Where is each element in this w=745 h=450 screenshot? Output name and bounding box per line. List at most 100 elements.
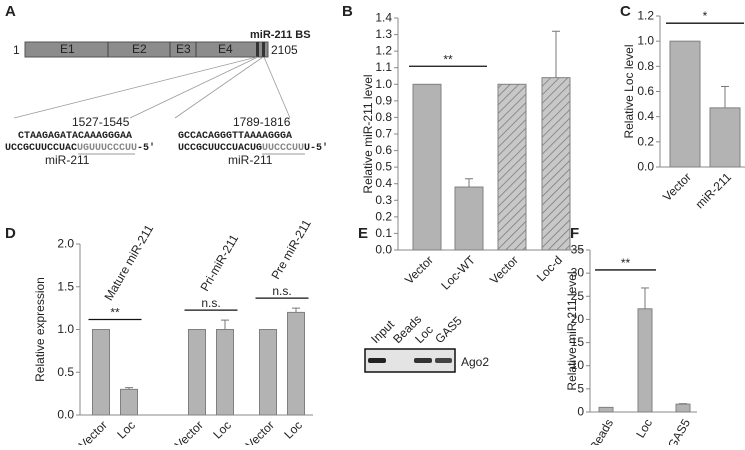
y-tick-label: 1.4	[375, 11, 392, 25]
x-tick-label: Vector	[243, 418, 277, 445]
site-position: 1527-1545	[72, 115, 130, 129]
bar	[709, 107, 741, 168]
bar	[454, 186, 484, 251]
y-tick-label: 0.6	[375, 143, 392, 157]
seq-part: UGUUUCCCUU	[77, 143, 137, 154]
bar	[669, 40, 701, 168]
bar	[598, 406, 614, 413]
y-tick-label: 15	[571, 335, 585, 349]
y-tick-label: 0.1	[375, 226, 392, 240]
bar	[120, 388, 138, 416]
y-axis-label: Relative miR-211 level	[565, 271, 579, 390]
bar	[637, 308, 653, 413]
y-tick-label: 1.3	[375, 27, 392, 41]
x-tick-label: miR-211	[693, 170, 735, 212]
y-axis-label: Relative miR-211 level	[361, 74, 375, 193]
y-tick-label: 2.0	[57, 237, 74, 251]
blot-band	[414, 358, 432, 363]
significance-label: **	[443, 52, 453, 66]
y-axis-label: Relative Loc level	[622, 44, 636, 138]
y-tick-label: 0.3	[375, 193, 392, 207]
x-tick-label: Vector	[76, 418, 110, 445]
panel-label: C	[620, 3, 631, 20]
exon-label: E3	[176, 42, 191, 56]
y-tick-label: 1.1	[375, 60, 392, 74]
y-tick-label: 30	[571, 266, 585, 280]
x-tick-label: Beads	[587, 417, 616, 446]
panel-a: A miR-211 BS 1 2105 E1 E2 E3 E4 1527-154…	[5, 3, 328, 167]
y-tick-label: 0.4	[637, 109, 654, 123]
y-tick-label: 0.8	[637, 59, 654, 73]
y-tick-label: 10	[571, 358, 585, 372]
bar	[216, 329, 234, 416]
y-tick-label: 0.4	[375, 176, 392, 190]
blot-band	[435, 358, 452, 363]
x-tick-label: Loc-d	[534, 253, 565, 284]
significance-label: *	[703, 9, 708, 23]
blot-band	[368, 358, 386, 363]
y-tick-label: 0.8	[375, 110, 392, 124]
x-tick-label: Loc	[210, 418, 234, 442]
bar	[287, 311, 305, 416]
y-tick-label: 1.0	[57, 322, 74, 336]
mirna-seq: UCCGCUUCCUACUGUUCCCUUU-5′	[178, 142, 328, 154]
x-tick-label: Loc	[633, 417, 655, 441]
binding-site	[256, 42, 259, 57]
x-tick-label: Vector	[402, 253, 436, 287]
bar	[92, 329, 110, 416]
panel-label: A	[5, 3, 16, 20]
y-tick-label: 0.6	[637, 84, 654, 98]
x-tick-label: GAS5	[665, 416, 693, 445]
y-tick-label: 0.7	[375, 127, 392, 141]
bar	[541, 77, 571, 251]
seq-part: -5′	[137, 142, 155, 154]
x-tick-label: Loc-WT	[438, 253, 478, 293]
y-tick-label: 1.0	[375, 77, 392, 91]
seq-part: UCCGCUUCCUACUG	[178, 143, 262, 154]
panel-label: E	[358, 225, 368, 242]
group-label: Mature miR-211	[101, 222, 156, 303]
panel-label: D	[5, 225, 16, 242]
y-tick-label: 5	[577, 381, 584, 395]
y-tick-label: 1.2	[375, 44, 392, 58]
exon-label: E2	[132, 42, 147, 56]
y-tick-label: 20	[571, 312, 585, 326]
exon-label: E1	[60, 42, 75, 56]
x-tick-label: Vector	[172, 418, 206, 445]
y-axis-label: Relative expression	[33, 277, 47, 382]
y-tick-label: 0.0	[57, 408, 74, 422]
gene-bar	[24, 41, 269, 58]
y-tick-label: 1.0	[637, 34, 654, 48]
y-tick-label: 0.0	[375, 243, 392, 257]
band-label: Ago2	[461, 355, 489, 369]
mirna-name: miR-211	[228, 153, 273, 167]
bar	[675, 403, 691, 413]
y-tick-label: 0.5	[57, 365, 74, 379]
lane-label: GAS5	[432, 313, 465, 346]
y-tick-label: 0	[577, 405, 584, 419]
seq-part: U-5′	[304, 142, 328, 154]
x-tick-label: Vector	[660, 170, 694, 204]
binding-site	[262, 42, 265, 57]
mirna-name: miR-211	[45, 153, 90, 167]
bar	[259, 329, 277, 416]
seq-part: UCCGCUUCCUAC	[5, 143, 77, 154]
site-position: 1789-1816	[233, 115, 291, 129]
group-label: Pri-miR-211	[197, 232, 241, 294]
x-tick-label: Vector	[487, 253, 521, 287]
fan-lines	[13, 56, 291, 119]
end-label: 2105	[271, 43, 298, 57]
x-tick-label: Loc	[114, 418, 138, 442]
significance-label: **	[110, 306, 120, 320]
blot	[364, 348, 456, 373]
panel-label: B	[342, 3, 353, 20]
significance-label: n.s.	[272, 284, 291, 298]
x-tick-label: Loc	[281, 418, 305, 442]
exon-label: E4	[218, 42, 233, 56]
seq-part: UUCCCUU	[262, 143, 304, 154]
y-tick-label: 35	[571, 243, 585, 257]
start-label: 1	[13, 43, 20, 57]
bar	[412, 83, 442, 251]
mirna-seq: UCCGCUUCCUACUGUUUCCCUU-5′	[5, 142, 155, 154]
